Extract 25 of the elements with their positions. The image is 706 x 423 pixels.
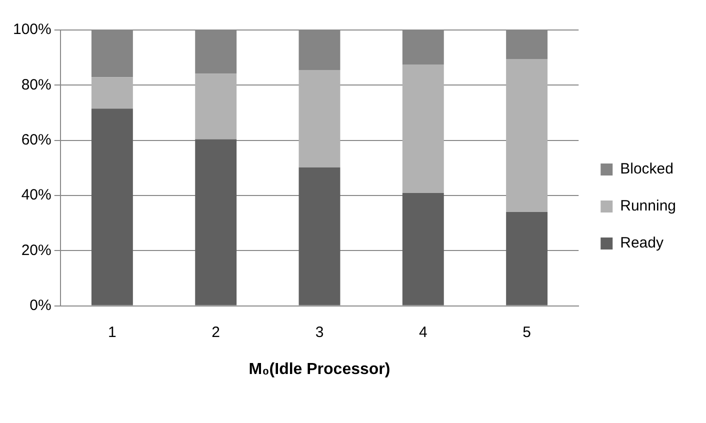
bar (195, 74, 237, 140)
y-tick-label: 20% (21, 242, 52, 259)
bar (402, 64, 444, 193)
bar (195, 139, 237, 306)
y-tick-label: 0% (30, 296, 52, 314)
x-tick-label: 3 (315, 324, 324, 341)
y-tick-label: 100% (12, 21, 52, 38)
x-tick-label: 5 (522, 324, 531, 341)
bar (298, 167, 340, 306)
bar (506, 58, 548, 212)
bar (506, 212, 548, 306)
legend-label: Blocked (620, 160, 674, 178)
bar (402, 193, 444, 306)
x-tick-label: 2 (212, 324, 220, 341)
legend-label: Running (620, 198, 676, 215)
x-tick-label: 4 (418, 324, 428, 341)
x-tick-label: 1 (108, 324, 116, 341)
y-tick-label: 80% (21, 76, 52, 94)
bar (91, 77, 133, 109)
legend-label: Ready (620, 234, 664, 252)
bar (298, 70, 340, 168)
x-axis-title: M₀(Idle Processor) (248, 360, 390, 378)
y-tick-label: 40% (21, 186, 52, 204)
y-tick-label: 60% (21, 131, 52, 148)
bar (91, 108, 133, 306)
